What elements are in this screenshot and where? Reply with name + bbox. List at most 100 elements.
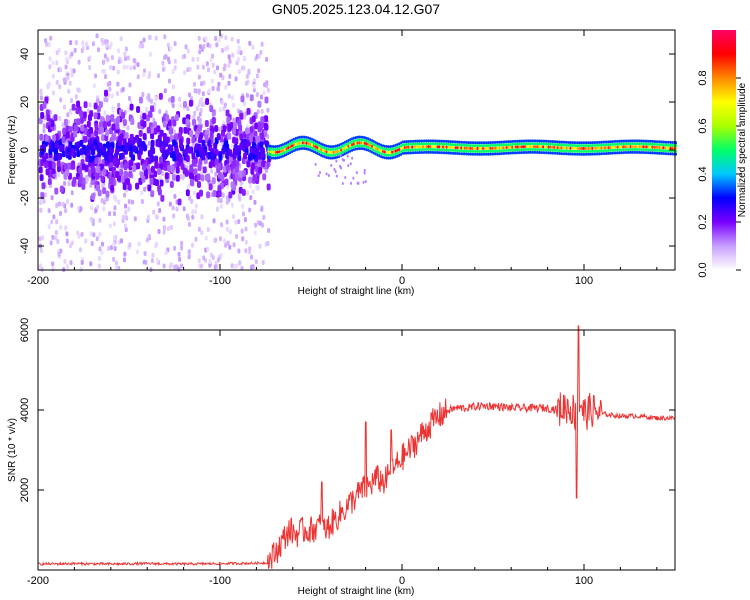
spectrogram-cell xyxy=(187,249,191,255)
spectrogram-cell xyxy=(327,156,330,160)
spectrogram-cell xyxy=(402,140,404,144)
spectrogram-cell xyxy=(246,160,251,168)
spectrogram-cell xyxy=(309,136,312,140)
spectrogram-cell xyxy=(119,133,124,141)
spectrogram-cell xyxy=(230,202,234,208)
spectrogram-cell xyxy=(96,184,101,192)
x-tick-label: -200 xyxy=(27,575,49,587)
spectrogram-cell xyxy=(469,146,472,150)
spectrogram-cell xyxy=(169,144,174,152)
spectrogram-cell xyxy=(190,242,194,248)
spectrogram-cell xyxy=(87,169,92,177)
y-tick-label: 4000 xyxy=(19,398,31,422)
spectrogram-cell xyxy=(383,147,386,151)
spectrogram-cell xyxy=(237,154,242,162)
spectrogram-cell xyxy=(199,189,204,197)
spectrogram-cell xyxy=(445,148,448,152)
spectrogram-cell xyxy=(215,206,219,212)
spectrogram-cell xyxy=(231,161,236,169)
spectrogram-cell xyxy=(84,238,88,244)
spectrogram-cell xyxy=(158,92,163,100)
spectrogram-cell xyxy=(41,235,45,241)
spectrogram-cell xyxy=(578,147,581,151)
spectrogram-cell xyxy=(594,149,597,153)
spectrogram-cell xyxy=(73,47,77,53)
spectrogram-cell xyxy=(219,236,223,242)
spectrogram-cell xyxy=(523,145,526,149)
spectrogram-cell xyxy=(39,200,43,206)
spectrogram-cell xyxy=(205,61,209,67)
spectrogram-cell xyxy=(414,139,417,143)
spectrogram-cell xyxy=(65,57,69,63)
spectrogram-cell xyxy=(493,152,495,156)
spectrogram-cell xyxy=(620,151,623,155)
spectrogram-cell xyxy=(243,217,247,223)
spectrogram-cell xyxy=(538,139,541,143)
spectrogram-cell xyxy=(281,148,284,152)
spectrogram-cell xyxy=(604,143,607,147)
spectrogram-cell xyxy=(331,150,334,154)
spectrogram-cell xyxy=(445,151,448,155)
spectrogram-cell xyxy=(452,143,455,147)
spectrogram-cell xyxy=(298,144,301,148)
spectrogram-cell xyxy=(656,143,659,147)
spectrogram-cell xyxy=(165,114,170,122)
spectrogram-cell xyxy=(494,143,497,147)
spectrogram-cell xyxy=(565,143,568,147)
spectrogram-cell xyxy=(300,135,303,139)
spectrogram-cell xyxy=(458,146,461,150)
spectrogram-cell xyxy=(462,152,465,156)
spectrogram-cell xyxy=(252,83,256,89)
spectrogram-cell xyxy=(511,151,514,155)
spectrogram-cell xyxy=(396,151,399,155)
spectrogram-cell xyxy=(115,91,119,97)
spectrogram-cell xyxy=(509,145,512,149)
spectrogram-cell xyxy=(551,148,554,152)
spectrogram-cell xyxy=(543,148,546,152)
spectrogram-cell xyxy=(153,101,157,107)
spectrogram-cell xyxy=(289,148,292,152)
spectrogram-cell xyxy=(671,140,674,144)
spectrogram-cell xyxy=(248,183,252,189)
spectrogram-cell xyxy=(336,155,339,159)
spectrogram-cell xyxy=(409,145,412,149)
spectrogram-cell xyxy=(241,236,245,242)
spectrogram-cell xyxy=(248,135,253,143)
spectrogram-cell xyxy=(266,183,271,191)
spectrogram-cell xyxy=(383,150,386,154)
spectrogram-cell xyxy=(285,152,288,156)
spectrogram-cell xyxy=(177,251,181,257)
spectrogram-cell xyxy=(201,91,205,97)
spectrogram-cell xyxy=(50,120,55,128)
spectrogram-cell xyxy=(98,142,103,150)
spectrogram-cell xyxy=(600,149,603,153)
spectrogram-cell xyxy=(75,144,80,152)
spectrogram-cell xyxy=(538,151,541,155)
spectrogram-cell xyxy=(560,143,563,147)
spectrogram-cell xyxy=(68,80,72,86)
spectrogram-cell xyxy=(78,176,83,184)
spectrogram-cell xyxy=(202,44,206,50)
spectrogram-cell xyxy=(565,146,568,150)
spectrogram-cell xyxy=(440,142,443,146)
spectrogram-cell xyxy=(365,139,368,143)
spectrogram-cell xyxy=(274,156,277,160)
spectrogram-cell xyxy=(478,144,481,148)
spectrogram-cell xyxy=(321,146,324,150)
spectrogram-cell xyxy=(336,144,339,148)
spectrogram-cell xyxy=(398,150,401,154)
spectrogram-cell xyxy=(602,140,605,144)
spectrogram-cell xyxy=(65,169,70,177)
spectrogram-cell xyxy=(654,148,657,152)
spectrogram-cell xyxy=(66,112,70,118)
spectrogram-cell xyxy=(380,146,383,150)
spectrogram-cell xyxy=(303,138,306,142)
spectrogram-cell xyxy=(208,161,213,169)
spectrogram-cell xyxy=(294,145,297,149)
spectrogram-cell xyxy=(91,166,96,174)
spectrogram-cell xyxy=(341,157,344,161)
spectrogram-cell xyxy=(627,150,630,154)
spectrogram-cell xyxy=(97,263,101,269)
spectrogram-cell xyxy=(51,234,55,240)
spectrogram-cell xyxy=(343,140,346,144)
